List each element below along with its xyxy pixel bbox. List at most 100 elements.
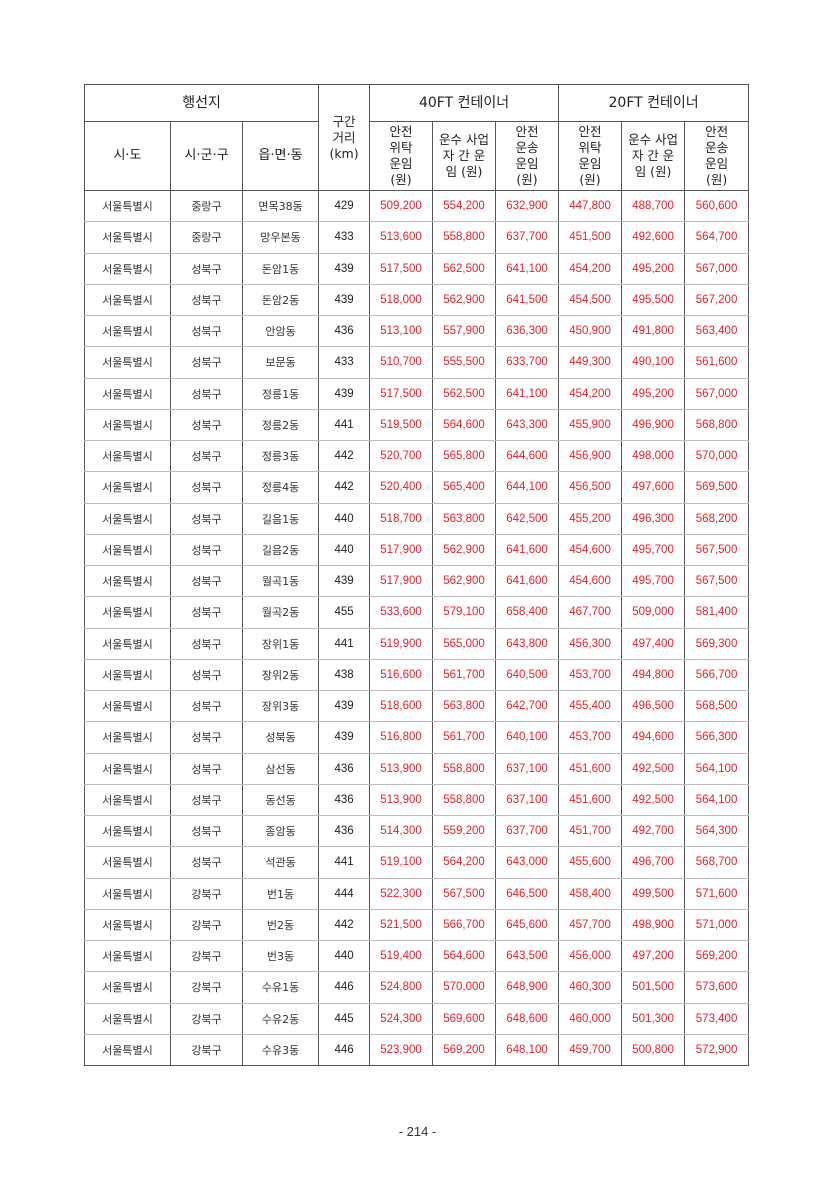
cell-20ft-carrier: 501,300 — [621, 1002, 686, 1035]
cell-40ft-safe-consign: 513,100 — [369, 314, 434, 348]
table-row: 서울특별시 성북구 돈암2동 439 518,000 562,900 641,500 454,… — [84, 283, 750, 317]
cell-20ft-safe-consign: 459,700 — [558, 1033, 623, 1067]
cell-eupmyeondong: 종암동 — [241, 814, 320, 848]
cell-40ft-safe-transport: 648,600 — [495, 1002, 560, 1035]
cell-20ft-carrier: 509,000 — [621, 596, 686, 629]
cell-distance: 433 — [318, 221, 371, 254]
cell-eupmyeondong: 장위3동 — [241, 689, 320, 723]
table-row: 서울특별시 성북구 장위3동 439 518,600 563,800 642,700 455,… — [84, 689, 750, 723]
table-row: 서울특별시 성북구 보문동 433 510,700 555,500 633,700 449,3… — [84, 346, 750, 379]
cell-20ft-carrier: 490,100 — [621, 346, 686, 379]
cell-distance: 455 — [318, 596, 371, 629]
cell-40ft-safe-consign: 522,300 — [369, 877, 434, 910]
cell-40ft-safe-consign: 519,500 — [369, 408, 434, 442]
cell-40ft-carrier: 579,100 — [432, 596, 497, 629]
cell-20ft-safe-transport: 568,800 — [684, 408, 750, 442]
cell-distance: 439 — [318, 721, 371, 754]
cell-40ft-safe-transport: 637,700 — [495, 221, 560, 254]
cell-distance: 446 — [318, 971, 371, 1004]
cell-sigungu: 성북구 — [170, 533, 243, 567]
cell-distance: 442 — [318, 471, 371, 504]
cell-20ft-safe-transport: 567,500 — [684, 564, 750, 598]
cell-distance: 440 — [318, 533, 371, 567]
cell-20ft-safe-transport: 571,600 — [684, 877, 750, 910]
cell-sigungu: 강북구 — [170, 908, 243, 942]
cell-sigungu: 강북구 — [170, 1033, 243, 1067]
cell-40ft-carrier: 562,500 — [432, 377, 497, 410]
cell-40ft-safe-consign: 516,800 — [369, 721, 434, 754]
cell-sigungu: 성북구 — [170, 752, 243, 785]
table-row: 서울특별시 강북구 수유3동 446 523,900 569,200 648,100 459,… — [84, 1033, 750, 1067]
cell-20ft-safe-consign: 454,200 — [558, 377, 623, 410]
cell-sigungu: 성북구 — [170, 439, 243, 473]
cell-sido: 서울특별시 — [84, 314, 171, 348]
cell-20ft-carrier: 500,800 — [621, 1033, 686, 1067]
cell-20ft-carrier: 496,900 — [621, 408, 686, 442]
cell-sido: 서울특별시 — [84, 346, 171, 379]
cell-40ft-carrier: 567,500 — [432, 877, 497, 910]
cell-40ft-carrier: 565,400 — [432, 471, 497, 504]
header-region: 행선지 — [83, 84, 320, 122]
cell-sido: 서울특별시 — [84, 939, 171, 973]
cell-40ft-carrier: 559,200 — [432, 814, 497, 848]
cell-40ft-safe-consign: 519,400 — [369, 939, 434, 973]
cell-sido: 서울특별시 — [84, 408, 171, 442]
cell-40ft-safe-consign: 513,600 — [369, 221, 434, 254]
cell-40ft-safe-consign: 516,600 — [369, 658, 434, 692]
cell-distance: 433 — [318, 346, 371, 379]
cell-eupmyeondong: 번1동 — [241, 877, 320, 910]
cell-20ft-carrier: 495,500 — [621, 283, 686, 317]
cell-40ft-safe-consign: 517,500 — [369, 252, 434, 285]
cell-40ft-safe-consign: 517,500 — [369, 377, 434, 410]
cell-20ft-carrier: 495,200 — [621, 377, 686, 410]
cell-sigungu: 성북구 — [170, 346, 243, 379]
table-row: 서울특별시 성북구 성북동 439 516,800 561,700 640,100 453,7… — [84, 721, 750, 754]
cell-40ft-safe-transport: 636,300 — [495, 314, 560, 348]
cell-sido: 서울특별시 — [84, 564, 171, 598]
cell-40ft-safe-transport: 648,100 — [495, 1033, 560, 1067]
cell-sido: 서울특별시 — [84, 533, 171, 567]
cell-40ft-safe-transport: 640,100 — [495, 721, 560, 754]
cell-distance: 439 — [318, 564, 371, 598]
table-row: 서울특별시 성북구 길음1동 440 518,700 563,800 642,500 455,… — [84, 502, 750, 535]
cell-20ft-safe-consign: 453,700 — [558, 721, 623, 754]
header-eupmyeondong: 읍·면·동 — [241, 121, 320, 191]
cell-40ft-carrier: 561,700 — [432, 721, 497, 754]
cell-20ft-safe-consign: 457,700 — [558, 908, 623, 942]
cell-20ft-carrier: 496,700 — [621, 846, 686, 879]
cell-40ft-safe-transport: 641,500 — [495, 283, 560, 317]
cell-sido: 서울특별시 — [84, 1002, 171, 1035]
cell-20ft-safe-consign: 455,900 — [558, 408, 623, 442]
cell-20ft-carrier: 495,700 — [621, 564, 686, 598]
cell-20ft-safe-consign: 467,700 — [558, 596, 623, 629]
cell-eupmyeondong: 돈암1동 — [241, 252, 320, 285]
cell-eupmyeondong: 돈암2동 — [241, 283, 320, 317]
cell-sido: 서울특별시 — [84, 814, 171, 848]
cell-20ft-safe-transport: 567,000 — [684, 252, 750, 285]
table-row: 서울특별시 성북구 동선동 436 513,900 558,800 637,100 451,6… — [84, 783, 750, 817]
cell-sigungu: 성북구 — [170, 627, 243, 660]
cell-40ft-safe-consign: 513,900 — [369, 752, 434, 785]
header-40ft-safe-transport: 안전 운송 운임 (원) — [495, 121, 560, 191]
table-row: 서울특별시 강북구 번3동 440 519,400 564,600 643,500 456,0… — [84, 939, 750, 973]
cell-40ft-safe-consign: 517,900 — [369, 564, 434, 598]
cell-sigungu: 성북구 — [170, 252, 243, 285]
cell-40ft-safe-consign: 533,600 — [369, 596, 434, 629]
cell-eupmyeondong: 수유3동 — [241, 1033, 320, 1067]
table-row: 서울특별시 성북구 돈암1동 439 517,500 562,500 641,100 454,… — [84, 252, 750, 285]
table-row: 서울특별시 성북구 정릉3동 442 520,700 565,800 644,600 456,… — [84, 439, 750, 473]
cell-sido: 서울특별시 — [84, 689, 171, 723]
cell-20ft-carrier: 492,600 — [621, 221, 686, 254]
cell-40ft-safe-consign: 514,300 — [369, 814, 434, 848]
cell-40ft-carrier: 569,200 — [432, 1033, 497, 1067]
cell-20ft-carrier: 492,500 — [621, 752, 686, 785]
cell-20ft-safe-transport: 569,500 — [684, 471, 750, 504]
cell-40ft-carrier: 554,200 — [432, 189, 497, 223]
cell-20ft-carrier: 496,300 — [621, 502, 686, 535]
cell-sido: 서울특별시 — [84, 627, 171, 660]
cell-distance: 441 — [318, 627, 371, 660]
cell-40ft-carrier: 564,600 — [432, 408, 497, 442]
cell-20ft-carrier: 492,500 — [621, 783, 686, 817]
cell-40ft-safe-transport: 645,600 — [495, 908, 560, 942]
cell-eupmyeondong: 수유1동 — [241, 971, 320, 1004]
